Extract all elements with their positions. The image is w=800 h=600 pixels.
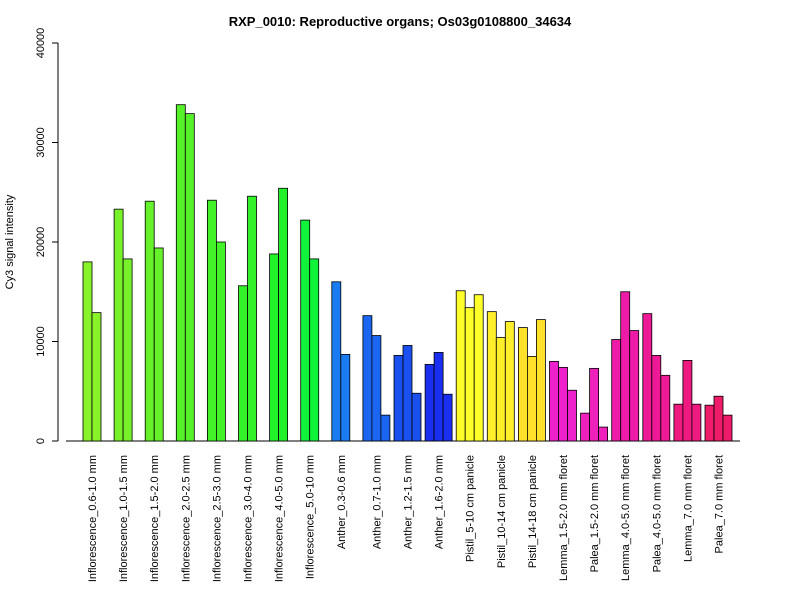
bar <box>660 374 671 442</box>
bar <box>393 355 404 442</box>
category-labels: Inflorescence_0.6-1.0 mm Inflorescence_1.… <box>87 455 726 582</box>
bar <box>536 319 546 442</box>
x-tick-label: Inflorescence_0.6-1.0 mm <box>87 455 99 582</box>
bar <box>380 414 391 442</box>
bar <box>153 247 164 442</box>
x-tick-label: Pistil_14-18 cm panicle <box>527 455 539 568</box>
bar <box>722 414 733 442</box>
bar <box>567 389 577 442</box>
bar <box>442 393 453 442</box>
bar <box>175 104 186 442</box>
bar <box>309 258 320 442</box>
bar <box>206 199 217 442</box>
bar <box>91 312 102 442</box>
bar <box>113 208 124 442</box>
x-tick-label: Pistil_10-14 cm panicle <box>496 455 508 568</box>
x-tick-label: Palea_4.0-5.0 mm floret <box>651 455 663 572</box>
bar <box>620 291 631 442</box>
y-tick-label: 20000 <box>35 227 47 258</box>
x-tick-label: Lemma_7.0 mm floret <box>682 455 694 562</box>
bar <box>215 241 226 442</box>
bar <box>238 285 248 442</box>
bar <box>611 339 622 442</box>
bar <box>331 281 342 442</box>
chart-title: RXP_0010: Reproductive organs; Os03g0108… <box>229 14 572 29</box>
bars <box>82 104 733 442</box>
bar <box>691 403 702 442</box>
bar <box>486 311 497 442</box>
bar <box>642 313 653 442</box>
x-tick-label: Palea_1.5-2.0 mm floret <box>589 455 601 572</box>
bar <box>527 356 537 442</box>
bar <box>673 403 684 442</box>
bar <box>518 327 528 442</box>
x-tick-label: Anther_0.3-0.6 mm <box>336 455 348 549</box>
bar <box>82 261 93 442</box>
x-tick-label: Anther_1.2-1.5 mm <box>403 455 415 549</box>
bar <box>411 392 422 442</box>
bar <box>371 335 382 442</box>
x-tick-label: Inflorescence_4.0-5.0 mm <box>274 455 286 582</box>
x-tick-label: Anther_1.6-2.0 mm <box>434 455 446 549</box>
bar <box>495 337 506 442</box>
y-axis: 0 10000 20000 30000 40000 <box>35 28 59 444</box>
bar <box>433 352 444 442</box>
x-tick-label: Inflorescence_1.5-2.0 mm <box>149 455 161 582</box>
bar <box>704 404 715 442</box>
x-tick-label: Palea_7.0 mm floret <box>714 455 726 553</box>
bar <box>269 253 280 442</box>
bar <box>682 360 693 442</box>
bar <box>651 355 662 442</box>
bar <box>598 426 608 442</box>
x-tick-label: Pistil_5-10 cm panicle <box>465 455 477 562</box>
bar <box>464 307 475 442</box>
x-tick-label: Lemma_1.5-2.0 mm floret <box>558 455 570 581</box>
bar <box>402 345 413 442</box>
bar <box>278 187 289 442</box>
bar <box>549 360 559 442</box>
bar <box>629 330 640 442</box>
x-tick-label: Inflorescence_2.5-3.0 mm <box>211 455 223 582</box>
y-axis-label: Cy3 signal intensity <box>4 194 16 289</box>
y-tick-label: 0 <box>35 438 47 444</box>
bar <box>473 294 484 442</box>
y-tick-label: 40000 <box>35 28 47 59</box>
x-tick-label: Inflorescence_3.0-4.0 mm <box>243 455 255 582</box>
bar <box>247 195 257 442</box>
y-tick-label: 30000 <box>35 127 47 158</box>
x-tick-label: Inflorescence_5.0-10 mm <box>305 455 317 579</box>
bar <box>455 290 466 442</box>
bar <box>424 363 435 442</box>
bar <box>558 366 568 442</box>
bar <box>122 258 133 442</box>
bar <box>589 367 599 442</box>
x-tick-label: Anther_0.7-1.0 mm <box>371 455 383 549</box>
x-tick-label: Inflorescence_1.0-1.5 mm <box>118 455 130 582</box>
bar <box>144 200 155 442</box>
bar <box>340 354 351 442</box>
bar <box>504 321 515 442</box>
bar <box>580 412 590 442</box>
bar <box>362 315 373 442</box>
x-tick-label: Lemma_4.0-5.0 mm floret <box>620 455 632 581</box>
y-tick-label: 10000 <box>35 326 47 357</box>
x-tick-label: Inflorescence_2.0-2.5 mm <box>180 455 192 582</box>
bar <box>184 113 195 442</box>
bar <box>713 395 724 442</box>
bar <box>300 219 311 442</box>
